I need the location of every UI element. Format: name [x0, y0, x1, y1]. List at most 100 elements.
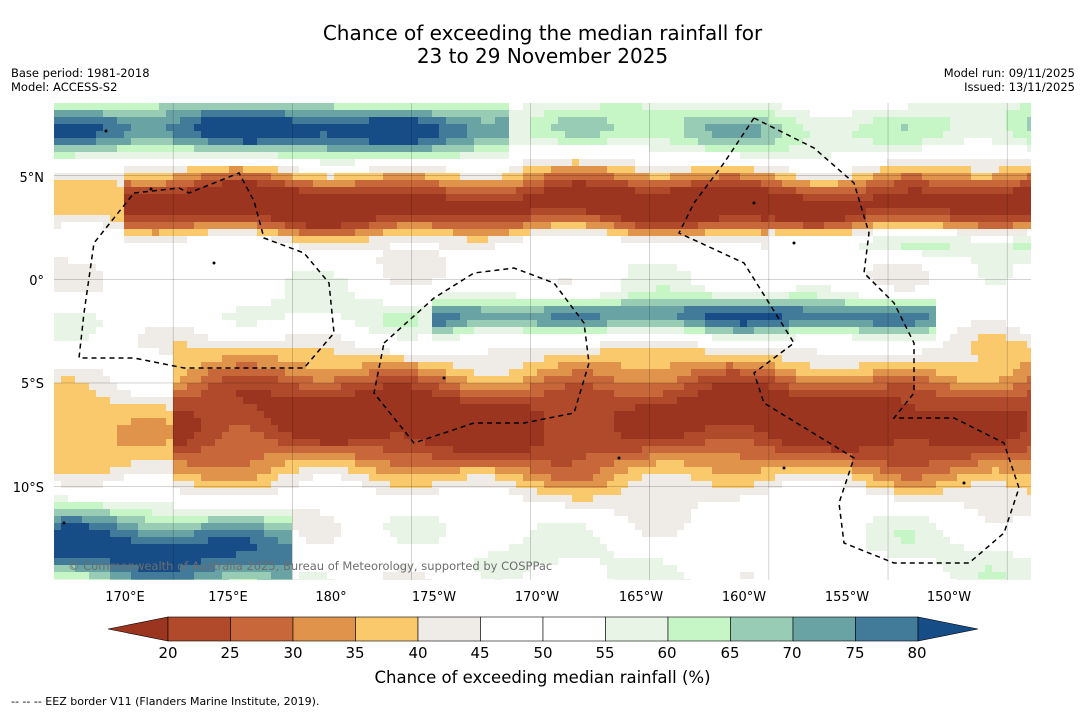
heatmap-cell — [243, 201, 251, 209]
heatmap-cell — [558, 145, 566, 153]
heatmap-cell — [978, 250, 986, 258]
heatmap-cell — [110, 117, 118, 125]
heatmap-cell — [495, 313, 503, 321]
heatmap-cell — [61, 320, 69, 328]
heatmap-cell — [817, 264, 825, 272]
heatmap-cell — [642, 222, 650, 230]
heatmap-cell — [684, 320, 692, 328]
heatmap-cell — [880, 313, 888, 321]
heatmap-cell — [621, 124, 629, 132]
heatmap-cell — [439, 180, 447, 188]
heatmap-cell — [621, 138, 629, 146]
heatmap-cell — [915, 313, 923, 321]
heatmap-cell — [516, 124, 524, 132]
heatmap-cell — [481, 215, 489, 223]
heatmap-cell — [775, 306, 783, 314]
heatmap-cell — [747, 103, 755, 111]
heatmap-cell — [859, 222, 867, 230]
heatmap-cell — [495, 187, 503, 195]
heatmap-cell — [985, 341, 993, 349]
heatmap-cell — [649, 180, 657, 188]
heatmap-cell — [82, 348, 90, 356]
heatmap-cell — [145, 327, 153, 335]
heatmap-cell — [565, 110, 573, 118]
heatmap-cell — [544, 257, 552, 265]
heatmap-cell — [61, 117, 69, 125]
heatmap-cell — [278, 320, 286, 328]
heatmap-cell — [229, 180, 237, 188]
heatmap-cell — [131, 348, 139, 356]
heatmap-cell — [544, 138, 552, 146]
heatmap-cell — [138, 138, 146, 146]
heatmap-cell — [810, 159, 818, 167]
heatmap-cell — [250, 250, 258, 258]
heatmap-cell — [509, 194, 517, 202]
heatmap-cell — [495, 243, 503, 251]
heatmap-cell — [180, 152, 188, 160]
heatmap-cell — [656, 124, 664, 132]
heatmap-cell — [733, 110, 741, 118]
heatmap-cell — [369, 236, 377, 244]
heatmap-cell — [705, 152, 713, 160]
heatmap-cell — [558, 215, 566, 223]
heatmap-cell — [502, 180, 510, 188]
heatmap-cell — [887, 208, 895, 216]
heatmap-cell — [1020, 166, 1028, 174]
heatmap-cell — [1013, 222, 1021, 230]
heatmap-cell — [159, 250, 167, 258]
heatmap-cell — [663, 292, 671, 300]
heatmap-cell — [978, 152, 986, 160]
heatmap-cell — [110, 271, 118, 279]
heatmap-cell — [677, 173, 685, 181]
heatmap-cell — [530, 257, 538, 265]
heatmap-cell — [145, 271, 153, 279]
heatmap-cell — [1006, 313, 1014, 321]
heatmap-cell — [901, 320, 909, 328]
heatmap-cell — [117, 201, 125, 209]
heatmap-cell — [117, 152, 125, 160]
heatmap-cell — [306, 117, 314, 125]
heatmap-cell — [656, 215, 664, 223]
heatmap-cell — [684, 285, 692, 293]
heatmap-cell — [621, 152, 629, 160]
heatmap-cell — [243, 264, 251, 272]
heatmap-cell — [488, 278, 496, 286]
heatmap-cell — [544, 208, 552, 216]
heatmap-cell — [530, 208, 538, 216]
heatmap-cell — [509, 201, 517, 209]
heatmap-cell — [544, 278, 552, 286]
heatmap-cell — [502, 334, 510, 342]
heatmap-cell — [516, 257, 524, 265]
heatmap-cell — [89, 348, 97, 356]
heatmap-cell — [201, 131, 209, 139]
heatmap-cell — [117, 166, 125, 174]
heatmap-cell — [425, 348, 433, 356]
heatmap-cell — [649, 250, 657, 258]
heatmap-cell — [950, 285, 958, 293]
heatmap-cell — [1013, 320, 1021, 328]
heatmap-cell — [894, 250, 902, 258]
heatmap-cell — [845, 173, 853, 181]
heatmap-cell — [278, 131, 286, 139]
heatmap-cell — [110, 131, 118, 139]
heatmap-cell — [635, 292, 643, 300]
heatmap-cell — [138, 131, 146, 139]
heatmap-cell — [292, 285, 300, 293]
heatmap-cell — [68, 124, 76, 132]
heatmap-cell — [782, 110, 790, 118]
heatmap-cell — [166, 229, 174, 237]
heatmap-cell — [145, 222, 153, 230]
heatmap-cell — [887, 250, 895, 258]
heatmap-cell — [488, 320, 496, 328]
heatmap-cell — [964, 278, 972, 286]
heatmap-cell — [75, 292, 83, 300]
heatmap-cell — [243, 166, 251, 174]
heatmap-cell — [523, 124, 531, 132]
heatmap-cell — [859, 313, 867, 321]
heatmap-cell — [712, 110, 720, 118]
heatmap-cell — [131, 334, 139, 342]
heatmap-cell — [873, 166, 881, 174]
heatmap-cell — [922, 215, 930, 223]
heatmap-cell — [614, 313, 622, 321]
heatmap-cell — [89, 194, 97, 202]
